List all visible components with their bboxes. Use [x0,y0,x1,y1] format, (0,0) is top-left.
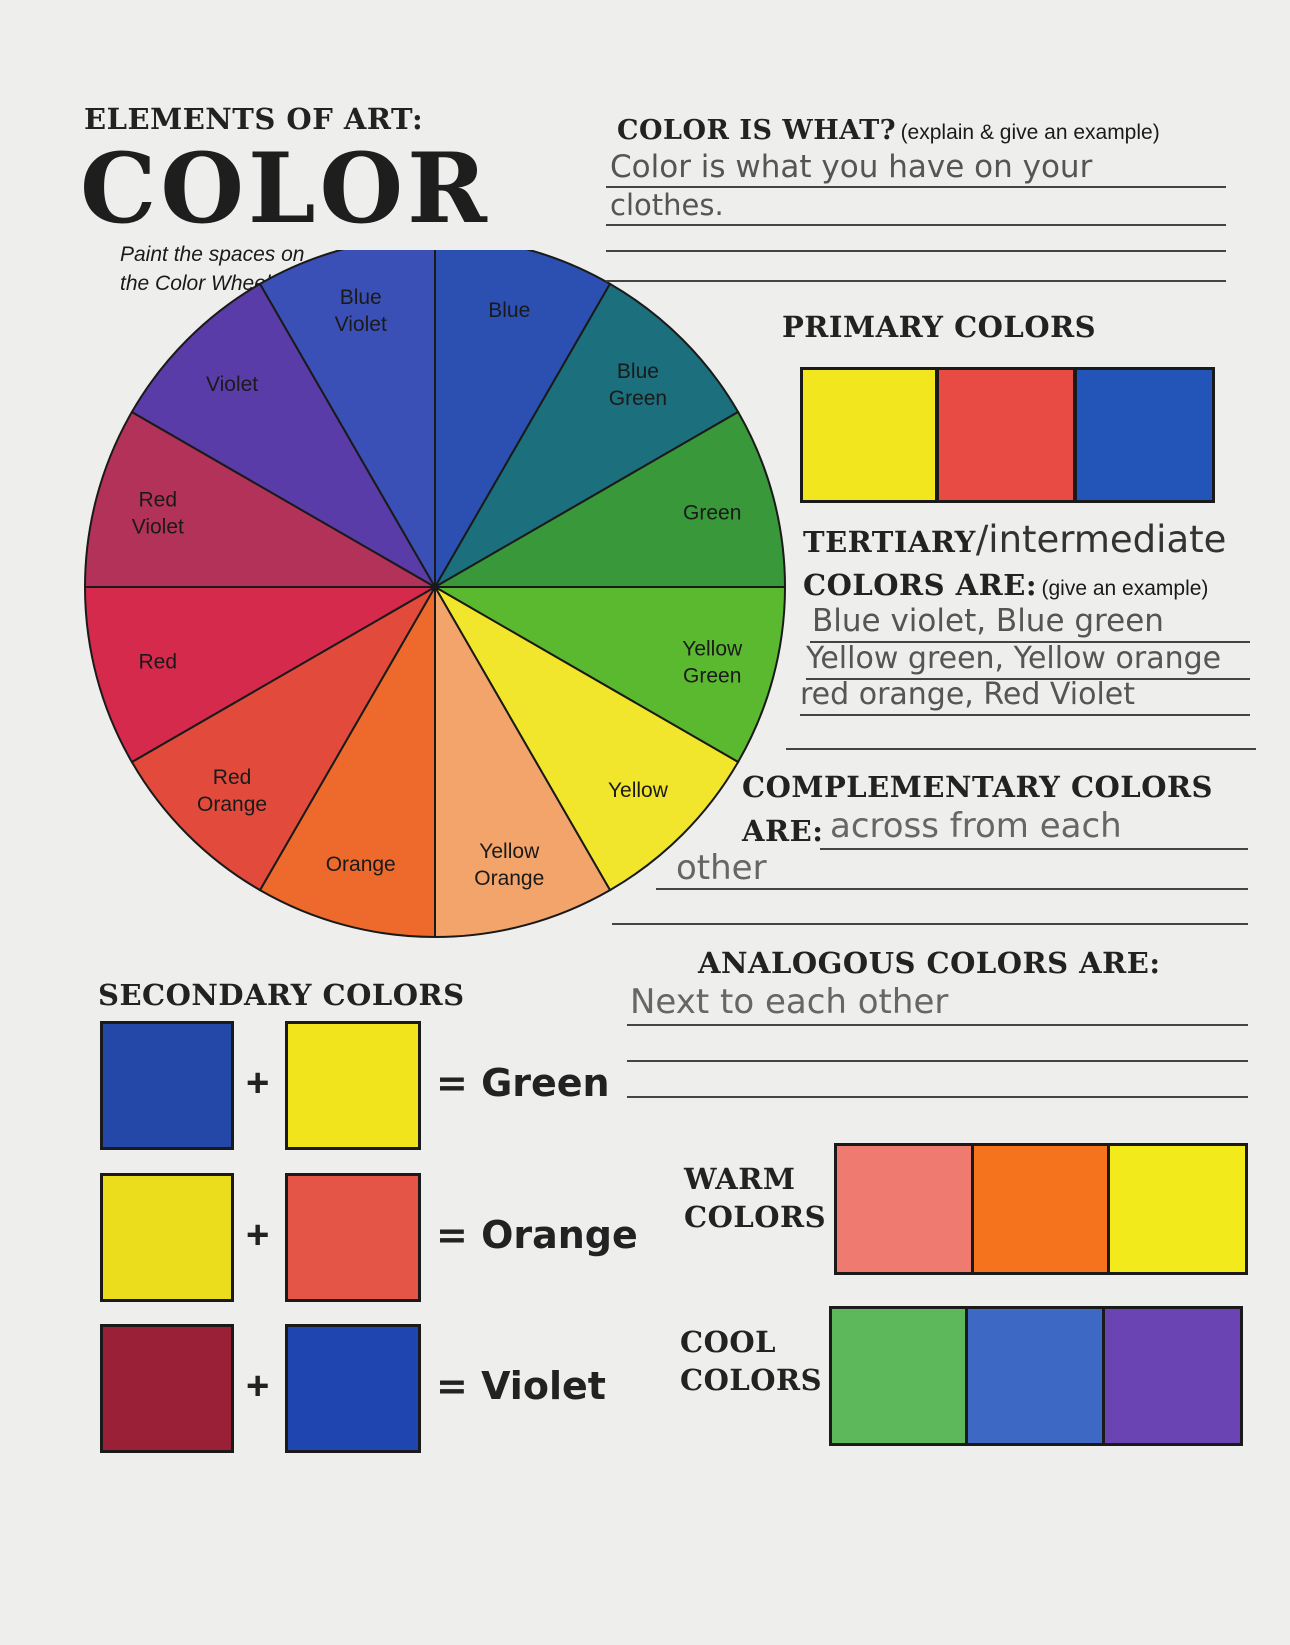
secondary-swatch-b[interactable] [285,1173,421,1302]
wheel-segment-red[interactable] [83,586,439,764]
primary-swatch-blue[interactable] [1074,367,1215,503]
tertiary-heading: TERTIARY [803,525,976,559]
answer-text[interactable]: clothes. [610,188,724,222]
answer-line [627,1060,1248,1062]
wheel-label: Green [683,502,741,525]
answer-line [820,848,1248,850]
secondary-result: = Orange [436,1213,638,1257]
tertiary-subheading-row: COLORS ARE: (give an example) [803,568,1208,602]
kicker-heading: ELEMENTS OF ART: [84,102,424,136]
wheel-label: Yellow [608,779,669,802]
plus-sign: + [246,1061,270,1105]
instruction-line: the Color Wheel [120,272,271,295]
answer-line [606,280,1226,282]
wheel-segment-yellow-green[interactable] [431,586,787,764]
cool-heading: COOL COLORS [680,1323,822,1399]
wheel-label: Yellow Green [682,637,743,687]
page-title: COLOR [80,132,491,245]
warm-heading: WARM COLORS [684,1160,826,1236]
answer-text[interactable]: other [676,848,767,888]
answer-line [627,1096,1248,1098]
answer-line [810,641,1250,643]
analogous-heading: ANALOGOUS COLORS ARE: [698,946,1161,980]
handwritten-note: /intermediate [975,518,1227,561]
wheel-label: Orange [326,853,396,876]
wheel-segment-blue[interactable] [434,250,612,591]
secondary-swatch-a[interactable] [100,1324,234,1453]
answer-line [800,714,1250,716]
wheel-label: Blue Green [609,360,667,410]
warm-swatch[interactable] [1107,1143,1248,1275]
warm-heading-line: COLORS [684,1200,827,1234]
wheel-label: Blue Violet [335,286,387,336]
wheel-segment-green[interactable] [431,410,787,588]
wheel-label: Yellow Orange [474,840,544,890]
cool-swatch[interactable] [829,1306,968,1446]
wheel-segment-blue-green[interactable] [432,282,740,590]
plus-sign: + [246,1364,270,1408]
cool-swatch[interactable] [1102,1306,1243,1446]
warm-heading-line: WARM [684,1162,796,1196]
complementary-heading: COMPLEMENTARY COLORS [742,770,1213,804]
cool-heading-line: COOL [680,1325,776,1359]
wheel-segment-yellow[interactable] [432,584,740,892]
tertiary-hint: (give an example) [1041,577,1209,600]
answer-line [606,250,1226,252]
complementary-heading: ARE: [742,814,824,848]
wheel-segment-yellow-orange[interactable] [434,583,612,939]
answer-text[interactable]: Color is what you have on your [610,149,1093,185]
answer-line [612,923,1248,925]
answer-line [786,748,1256,750]
secondary-result: = Violet [436,1364,606,1408]
wheel-label: Red Orange [197,766,267,816]
answer-line [806,678,1250,680]
answer-text[interactable]: across from each [830,806,1122,846]
color-is-what-question: COLOR IS WHAT? (explain & give an exampl… [617,116,1160,146]
wheel-instruction: Paint the spaces on the Color Wheel [120,240,304,298]
answer-text[interactable]: Yellow green, Yellow orange [806,641,1222,676]
warm-swatch[interactable] [834,1143,974,1275]
cool-swatch[interactable] [965,1306,1105,1446]
plus-sign: + [246,1213,270,1257]
answer-line [627,1024,1248,1026]
instruction-line: Paint the spaces on [120,243,305,266]
wheel-label: Red Violet [132,489,184,539]
color-wheel: Blue Blue Green Green Yellow Green Yellow Yello… [83,250,787,939]
cool-heading-line: COLORS [680,1363,823,1397]
wheel-label: Red [139,650,178,673]
wheel-segment-red-orange[interactable] [130,584,438,892]
question-hint: (explain & give an example) [900,121,1160,144]
answer-line [656,888,1248,890]
answer-text[interactable]: red orange, Red Violet [800,677,1136,712]
primary-swatch-yellow[interactable] [800,367,938,503]
answer-text[interactable]: Blue violet, Blue green [812,603,1164,639]
answer-line [606,224,1226,226]
wheel-label: Violet [206,373,258,396]
tertiary-heading-row: TERTIARY/intermediate [803,518,1227,561]
secondary-swatch-b[interactable] [285,1021,421,1150]
secondary-swatch-a[interactable] [100,1021,234,1150]
wheel-segment-orange[interactable] [258,583,436,939]
wheel-segment-violet[interactable] [130,282,438,590]
secondary-heading: SECONDARY COLORS [98,978,465,1012]
warm-swatch[interactable] [971,1143,1110,1275]
secondary-swatch-b[interactable] [285,1324,421,1453]
secondary-result: = Green [436,1061,610,1105]
wheel-segment-red-violet[interactable] [83,410,439,588]
primary-swatch-red[interactable] [936,367,1076,503]
answer-text[interactable]: Next to each other [630,982,949,1022]
answer-line [606,186,1226,188]
primary-heading: PRIMARY COLORS [782,310,1097,344]
secondary-swatch-a[interactable] [100,1173,234,1302]
wheel-label: Blue [488,299,530,322]
tertiary-heading: COLORS ARE: [803,568,1038,602]
question-heading: COLOR IS WHAT? [617,115,897,146]
wheel-segment-blue-violet[interactable] [258,250,436,591]
